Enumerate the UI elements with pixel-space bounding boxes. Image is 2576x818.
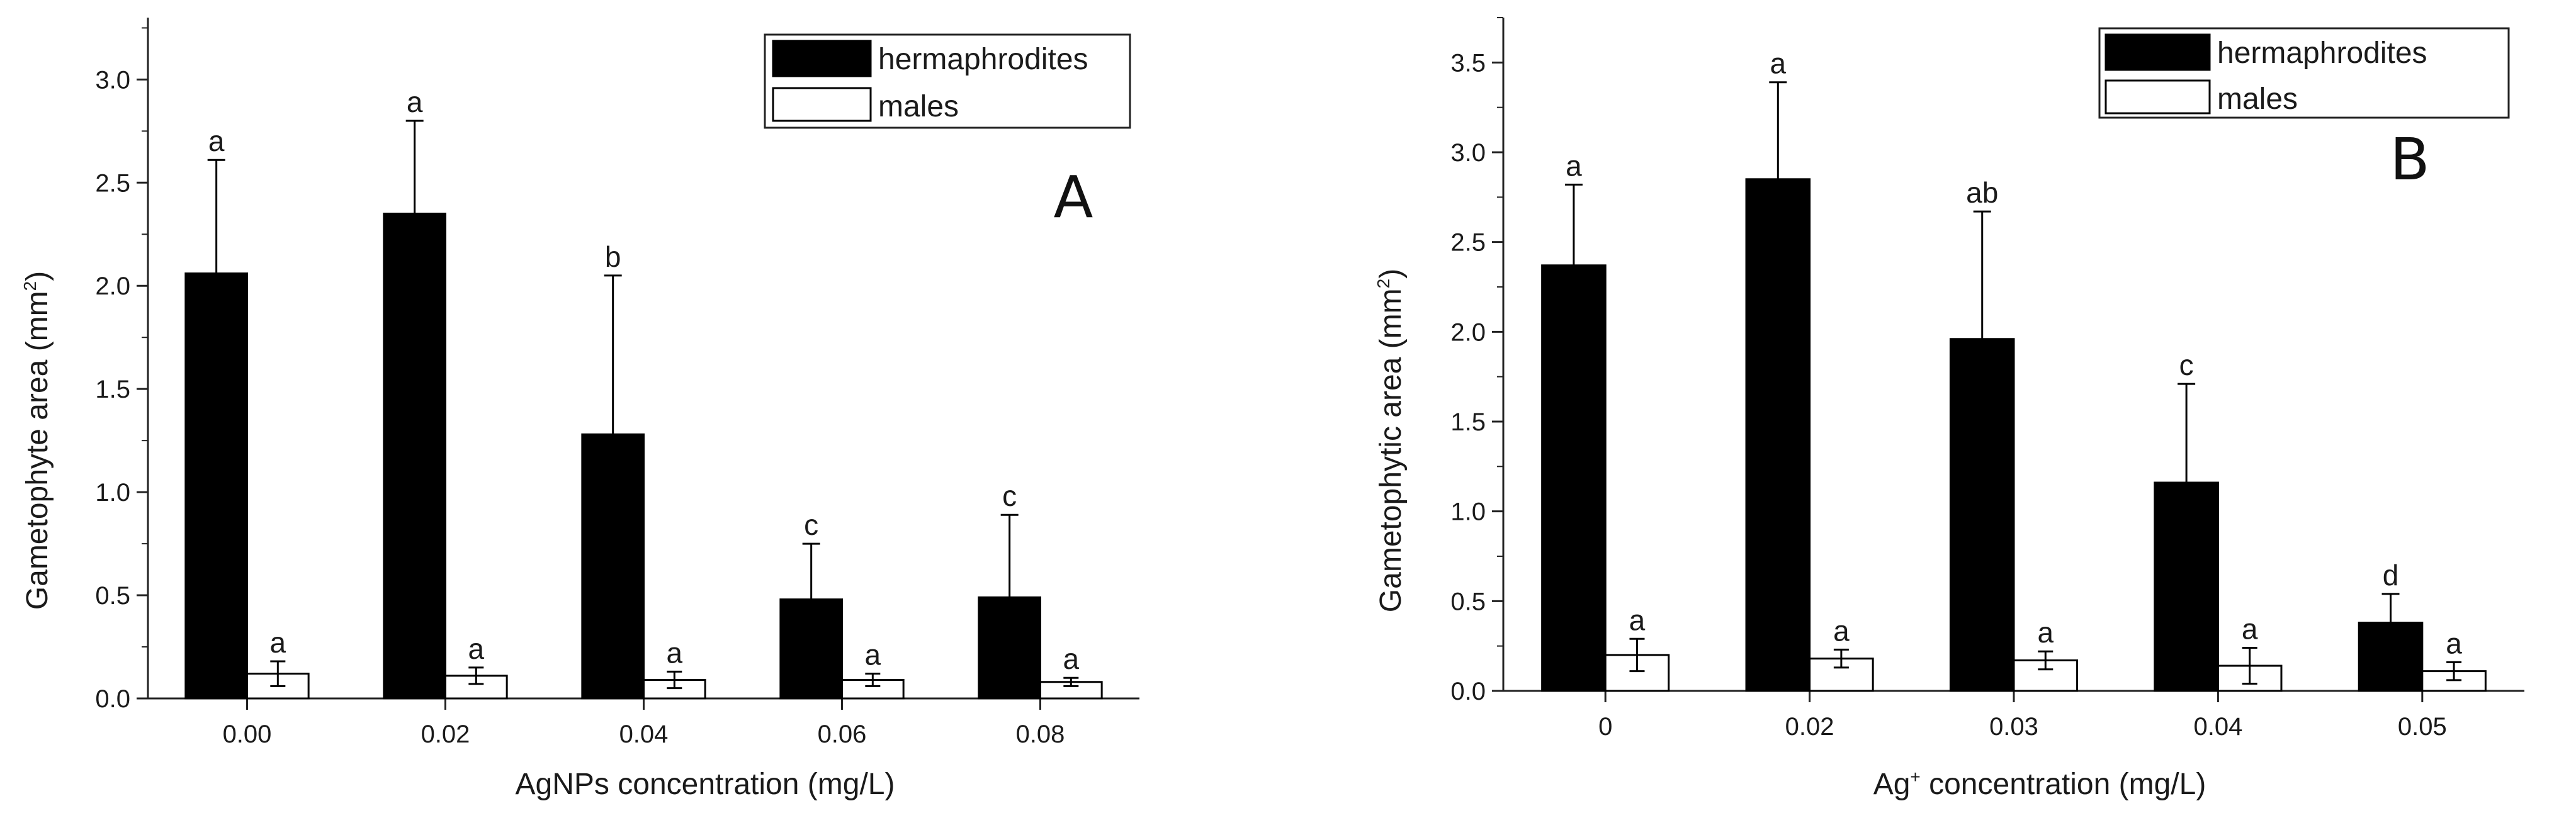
panel-b-significance-letter-males: a [2037, 616, 2053, 649]
panel-a-significance-letter-males: a [667, 636, 683, 669]
panel-b-significance-letter-hermaphrodites: c [2179, 349, 2194, 381]
panel-b-y-axis-label: Gametophytic area (mm2) [1374, 269, 1408, 612]
panel-a-bar-hermaphrodites [581, 433, 645, 700]
panel-b-significance-letter-males: a [2446, 627, 2462, 659]
panel-b-bar-hermaphrodites [1541, 264, 1607, 692]
panel-a-y-tick-label: 1.0 [95, 479, 130, 507]
panel-b-y-tick-label: 1.5 [1450, 408, 1486, 436]
panel-b-significance-letter-males: a [2242, 613, 2258, 646]
panel-a-y-tick-label: 0.5 [95, 582, 130, 610]
panel-a-y-tick-label: 2.0 [95, 272, 130, 300]
panel-a-letter: A [1054, 164, 1093, 231]
panel-a-y-tick-label: 0.0 [95, 685, 130, 713]
panel-a-marks: 0.0 0.5 1.0 1.5 2.0 2.5 3.0 0.00 a a 0.02 a a 0.04 b a 0… [95, 18, 1139, 748]
panel-b-x-tick-label: 0 [1598, 713, 1612, 741]
panel-a-significance-letter-hermaphrodites: b [605, 240, 621, 273]
panel-a-bar-hermaphrodites [383, 212, 446, 700]
panel-b-significance-letter-males: a [1833, 614, 1850, 647]
panel-a-x-tick-label: 0.00 [223, 720, 272, 748]
panel-b-bar-hermaphrodites [2154, 481, 2219, 692]
panel-a-significance-letter-hermaphrodites: a [208, 125, 225, 157]
panel-b-legend-label-hermaphrodites: hermaphrodites [2217, 36, 2427, 70]
panel-b-y-tick-label: 3.0 [1450, 139, 1486, 167]
panel-b-significance-letter-hermaphrodites: a [1770, 47, 1787, 80]
panel-a-x-tick-label: 0.08 [1016, 720, 1065, 748]
panel-b-y-tick-label: 0.0 [1450, 678, 1486, 705]
panel-a-bar-hermaphrodites [978, 596, 1041, 700]
panel-b-significance-letter-hermaphrodites: a [1566, 149, 1582, 182]
panel-b-legend-swatch-males [2104, 79, 2211, 115]
panel-b-significance-letter-hermaphrodites: d [2383, 559, 2399, 591]
panel-a-significance-letter-hermaphrodites: a [407, 86, 423, 118]
panel-a-significance-letter-males: a [865, 639, 881, 671]
panel-b-y-tick-label: 3.5 [1450, 49, 1486, 77]
panel-b-bar-hermaphrodites [1745, 178, 1811, 692]
panel-a-significance-letter-males: a [468, 632, 485, 665]
panel-b-x-tick-label: 0.02 [1785, 713, 1834, 741]
panel-a-significance-letter-hermaphrodites: c [804, 508, 818, 541]
panel-b-y-tick-label: 1.0 [1450, 498, 1486, 526]
panel-a-y-axis-label: Gametophyte area (mm2) [20, 271, 54, 610]
panel-a-y-tick-label: 2.5 [95, 169, 130, 197]
panel-b-letter: B [2390, 126, 2429, 193]
panel-a-significance-letter-hermaphrodites: c [1002, 479, 1017, 512]
panel-b-x-tick-label: 0.05 [2398, 713, 2447, 741]
panel-a-legend-label-hermaphrodites: hermaphrodites [878, 43, 1088, 76]
panel-b-x-axis-label: Ag+ concentration (mg/L) [1873, 767, 2206, 801]
panel-a-x-tick-label: 0.06 [818, 720, 867, 748]
panel-b-legend-label-males: males [2217, 82, 2298, 116]
panel-b-legend: hermaphrodites males [2098, 27, 2510, 119]
panel-a-y-tick-label: 1.5 [95, 376, 130, 403]
panel-b-significance-letter-hermaphrodites: ab [1966, 176, 1998, 209]
panel-b-x-tick-label: 0.03 [1989, 713, 2038, 741]
panel-a-x-tick-label: 0.02 [421, 720, 470, 748]
panel-a: Gametophyte area (mm2) AgNPs concentrati… [20, 18, 1139, 801]
panel-a-legend: hermaphrodites males [764, 33, 1131, 129]
panel-b-bar-hermaphrodites [2358, 622, 2424, 692]
panel-a-legend-swatch-hermaphrodites [772, 40, 872, 77]
panel-b-x-tick-label: 0.04 [2193, 713, 2242, 741]
panel-b-bar-hermaphrodites [1949, 338, 2015, 692]
panel-b: Gametophytic area (mm2) Ag+ concentratio… [1374, 17, 2524, 801]
panel-b-significance-letter-males: a [1629, 603, 1646, 636]
panel-b-y-tick-label: 2.0 [1450, 318, 1486, 346]
panel-a-x-tick-label: 0.04 [619, 720, 669, 748]
panel-a-bar-hermaphrodites [184, 272, 249, 700]
panel-a-bar-hermaphrodites [779, 598, 843, 700]
panel-b-y-tick-label: 2.5 [1450, 229, 1486, 257]
panel-a-significance-letter-males: a [270, 626, 286, 659]
panel-b-y-tick-label: 0.5 [1450, 588, 1486, 615]
panel-b-marks: 0.0 0.5 1.0 1.5 2.0 2.5 3.0 3.5 0 a a 0.02 a a 0.03 ab a… [1450, 17, 2524, 741]
panel-a-legend-swatch-males [772, 87, 872, 122]
panel-a-legend-label-males: males [878, 90, 959, 123]
panel-b-legend-swatch-hermaphrodites [2104, 33, 2211, 71]
panel-a-significance-letter-males: a [1063, 642, 1080, 675]
panel-a-y-tick-label: 3.0 [95, 66, 130, 94]
panel-a-x-axis-label: AgNPs concentration (mg/L) [516, 768, 895, 801]
